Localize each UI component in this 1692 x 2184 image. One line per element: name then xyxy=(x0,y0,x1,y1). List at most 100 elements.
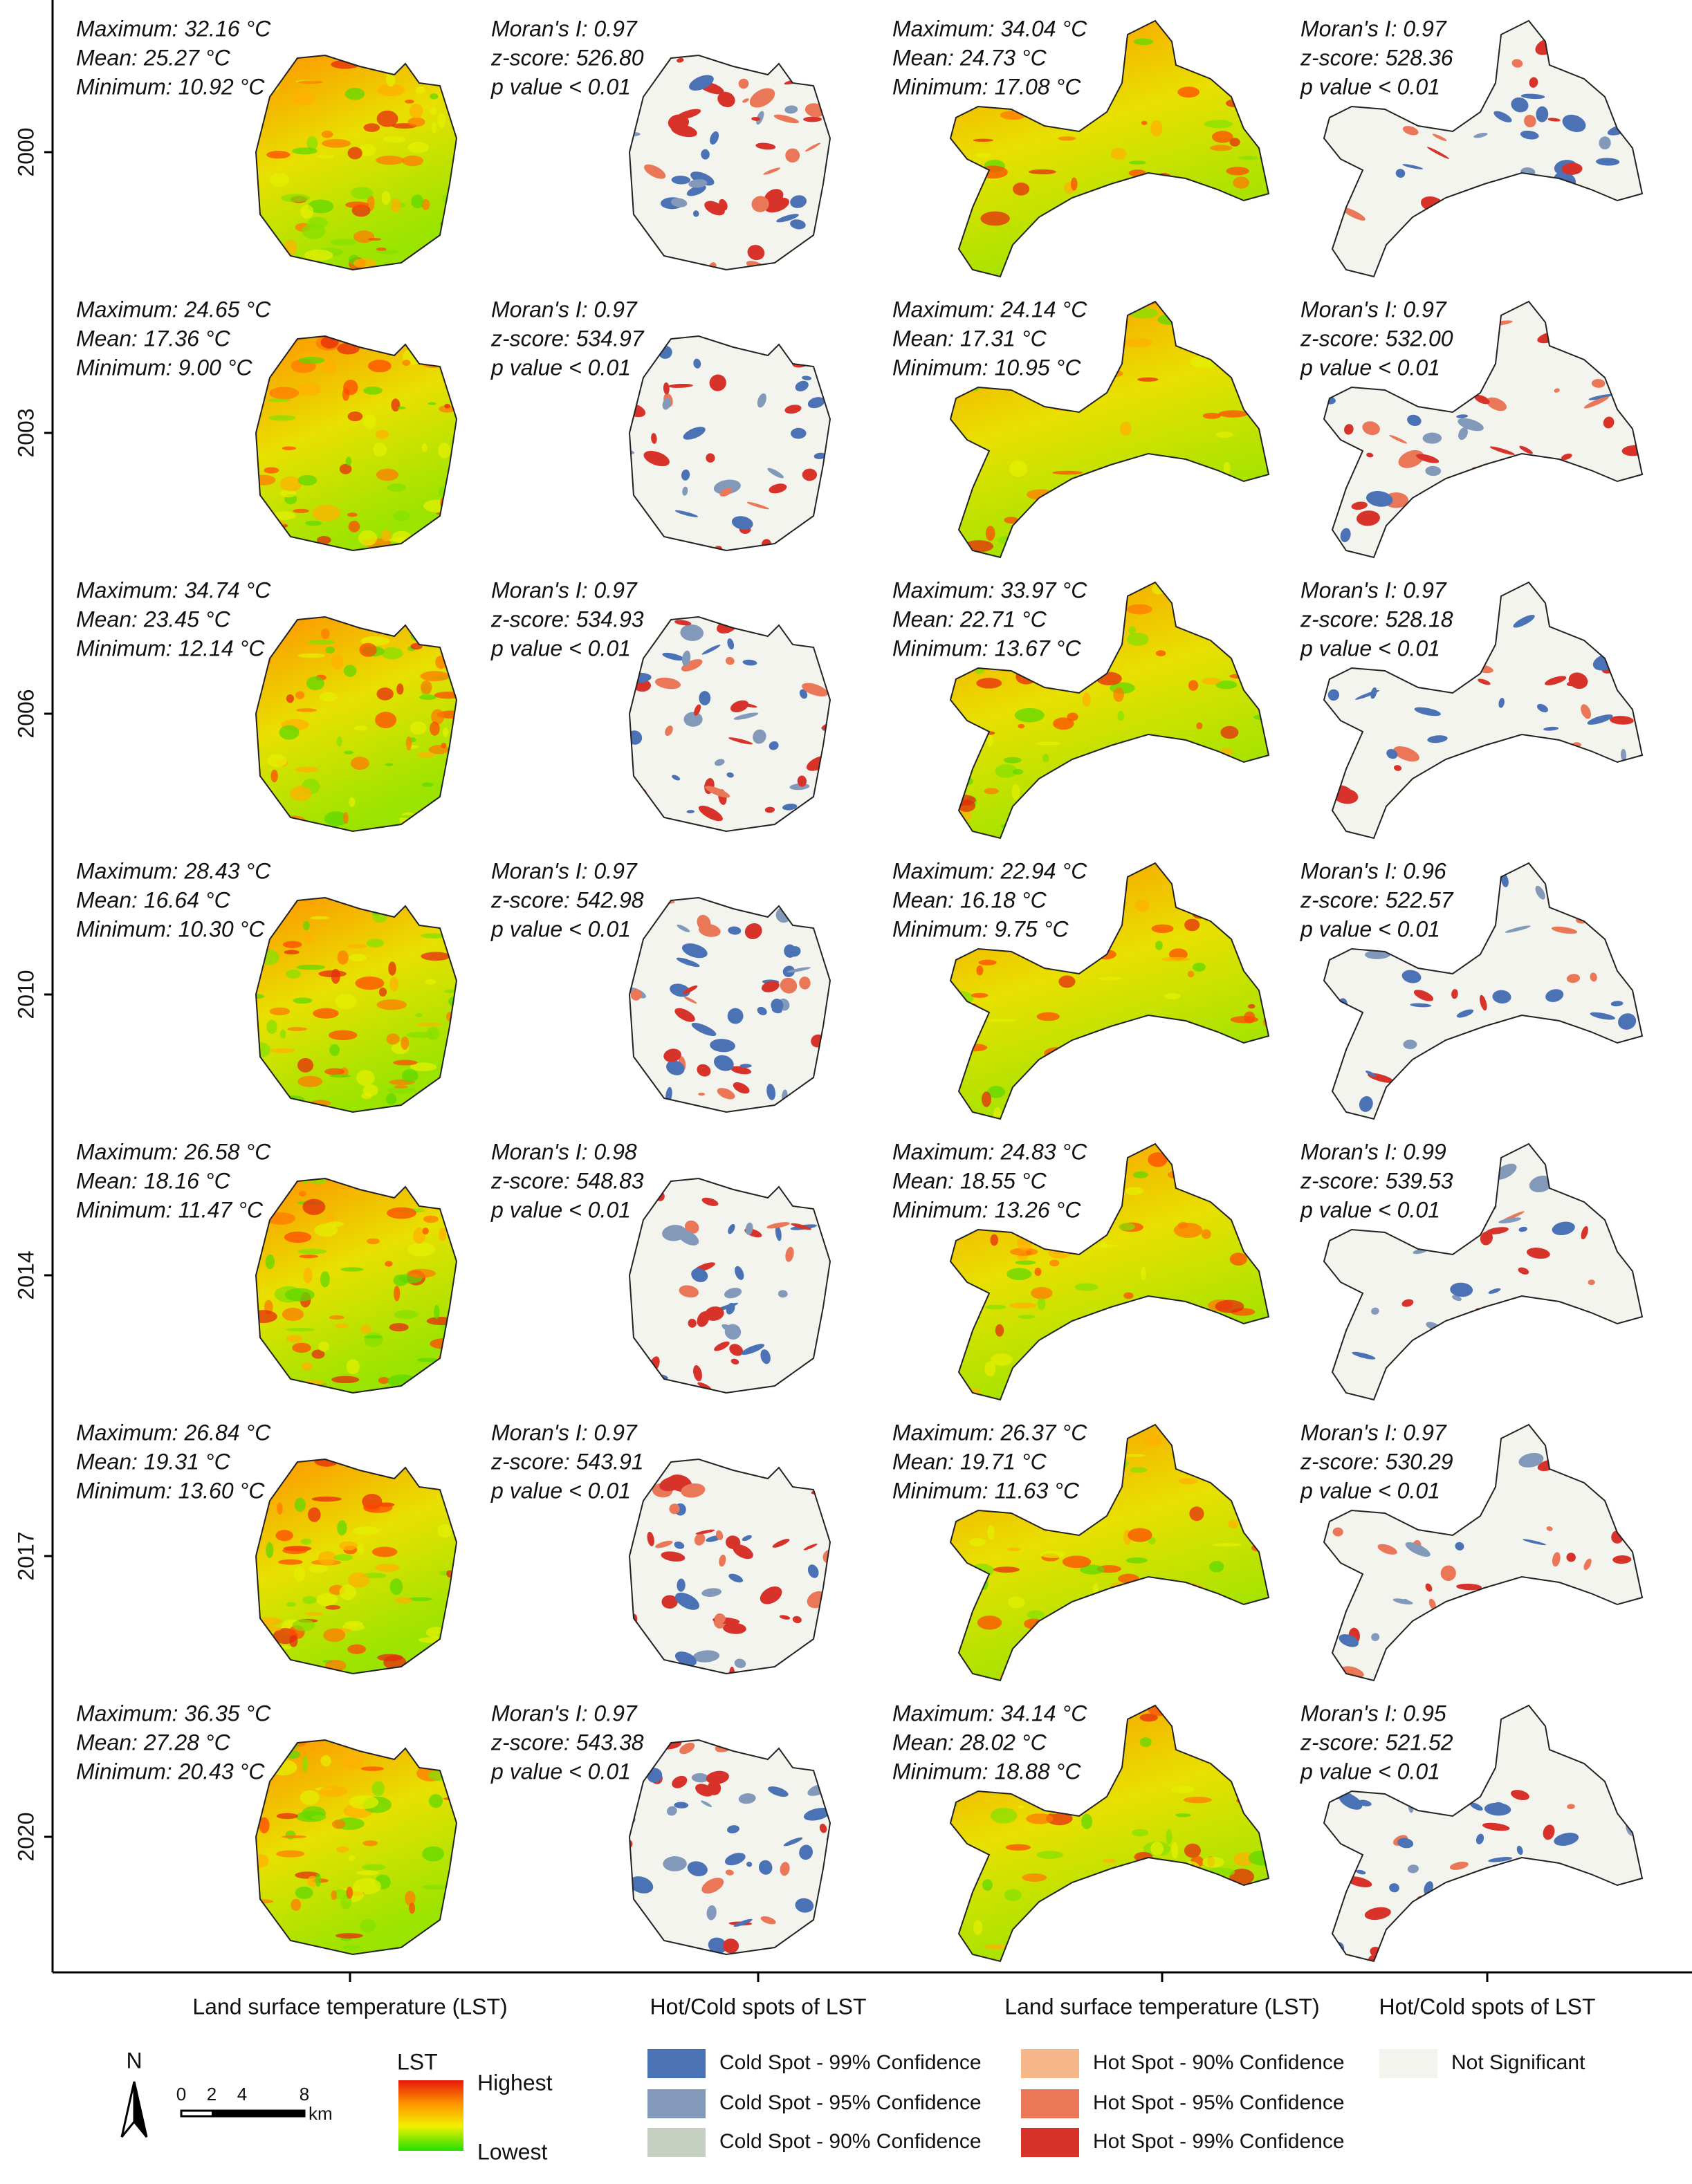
spot-patch xyxy=(691,1268,708,1282)
lst-patch xyxy=(1022,1873,1047,1882)
spot-patch xyxy=(1471,1167,1492,1183)
spot-patch xyxy=(683,712,703,727)
lst-patch xyxy=(1115,1045,1143,1056)
lst-patch xyxy=(991,1353,1013,1366)
lst-patch xyxy=(270,1048,295,1053)
spot-patch xyxy=(709,374,726,391)
spot-patch xyxy=(818,485,830,490)
lst-patch xyxy=(1178,1478,1198,1485)
lst-patch xyxy=(1040,1660,1069,1668)
spot-patch xyxy=(629,111,634,123)
spot-patch xyxy=(1482,1822,1510,1831)
lst-patch xyxy=(267,398,291,402)
lst-patch xyxy=(1063,763,1087,778)
lst-patch xyxy=(401,1036,410,1051)
spot-patch xyxy=(1581,704,1591,719)
lst-stat: Maximum: 34.14 °C xyxy=(892,1701,1087,1725)
lst-patch xyxy=(385,763,394,766)
lst-patch xyxy=(256,898,274,902)
spot-patch xyxy=(736,317,754,330)
spot-patch xyxy=(1405,1542,1431,1557)
lst-patch xyxy=(371,1546,398,1557)
lst-patch xyxy=(1098,1370,1113,1380)
spot-patch xyxy=(587,1344,611,1360)
moran-stat: z-score: 543.38 xyxy=(490,1730,644,1755)
lst-patch xyxy=(1209,1088,1239,1096)
spot-patch xyxy=(726,1825,739,1834)
moran-stat: p value < 0.01 xyxy=(1300,636,1440,660)
lst-patch xyxy=(1105,481,1116,496)
map xyxy=(1280,1424,1643,1681)
lst-patch xyxy=(1098,607,1118,612)
lst-patch xyxy=(394,1286,401,1302)
spot-patch xyxy=(1536,106,1549,122)
lst-patch xyxy=(281,1835,307,1839)
spot-patch xyxy=(1280,1519,1291,1533)
spot-patch xyxy=(691,1773,709,1783)
moran-stat: Moran's I: 0.97 xyxy=(1300,577,1447,602)
spot-patch xyxy=(812,1938,820,1945)
lst-patch xyxy=(1224,1089,1245,1097)
spot-patch xyxy=(746,829,755,831)
lst-patch xyxy=(977,1616,1002,1630)
lst-patch xyxy=(316,1593,338,1607)
spot-patch xyxy=(1662,1154,1673,1165)
spot-patch xyxy=(1371,3,1381,17)
spot-patch xyxy=(1579,790,1601,805)
spot-patch xyxy=(1486,1227,1509,1234)
spot-patch xyxy=(759,1712,778,1727)
lst-patch xyxy=(292,1619,315,1631)
spot-patch xyxy=(1402,126,1419,136)
lst-patch xyxy=(1212,1100,1234,1108)
spot-patch xyxy=(741,828,755,840)
lst-patch xyxy=(1133,1171,1148,1178)
lst-patch xyxy=(316,154,334,158)
lst-patch xyxy=(1247,1479,1260,1488)
moran-stat: z-score: 521.52 xyxy=(1300,1730,1453,1755)
spot-patch xyxy=(1439,76,1455,89)
legend-label: Hot Spot - 95% Confidence xyxy=(1093,2091,1345,2114)
lst-patch xyxy=(256,336,262,341)
lst-patch xyxy=(271,820,284,831)
moran-stat: p value < 0.01 xyxy=(490,1759,631,1784)
spot-patch xyxy=(681,469,690,481)
spot-patch xyxy=(756,111,764,125)
spot-patch xyxy=(683,427,706,440)
lst-patch xyxy=(1040,1076,1058,1092)
lst-stat: Maximum: 24.14 °C xyxy=(892,297,1087,322)
lst-patch xyxy=(987,1086,1006,1098)
not-significant-area xyxy=(629,617,830,831)
lst-patch xyxy=(1052,470,1083,475)
lst-stat: Minimum: 10.30 °C xyxy=(76,916,265,941)
map xyxy=(255,897,457,1113)
lst-patch xyxy=(1244,1011,1256,1024)
spot-patch xyxy=(721,1324,736,1333)
spot-patch xyxy=(834,1183,849,1201)
spot-patch xyxy=(755,142,776,150)
moran-stat: z-score: 534.97 xyxy=(490,326,645,351)
lst-patch xyxy=(1009,263,1020,276)
spot-patch xyxy=(803,910,827,927)
spot-patch xyxy=(815,1402,836,1418)
lst-patch xyxy=(1036,1851,1064,1859)
spot-patch xyxy=(791,1223,811,1230)
spot-patch xyxy=(728,1666,735,1674)
north-label: N xyxy=(126,2048,142,2073)
scale-label: 2 xyxy=(207,2084,217,2104)
spot-patch xyxy=(735,7,751,19)
spot-patch xyxy=(1393,746,1419,762)
spot-patch xyxy=(698,805,723,822)
spot-patch xyxy=(1454,1604,1471,1618)
spot-patch xyxy=(1518,1452,1544,1468)
lst-patch xyxy=(320,1755,331,1767)
spot-patch xyxy=(1519,445,1533,454)
lst-stat: Mean: 19.31 °C xyxy=(76,1449,231,1474)
lst-patch xyxy=(367,195,375,211)
lst-patch xyxy=(407,117,425,127)
map xyxy=(255,616,457,832)
lst-patch xyxy=(330,239,357,246)
spot-patch xyxy=(1456,1009,1474,1018)
spot-patch xyxy=(1432,133,1447,141)
lst-patch xyxy=(448,996,457,1008)
lst-patch xyxy=(1054,1458,1063,1465)
